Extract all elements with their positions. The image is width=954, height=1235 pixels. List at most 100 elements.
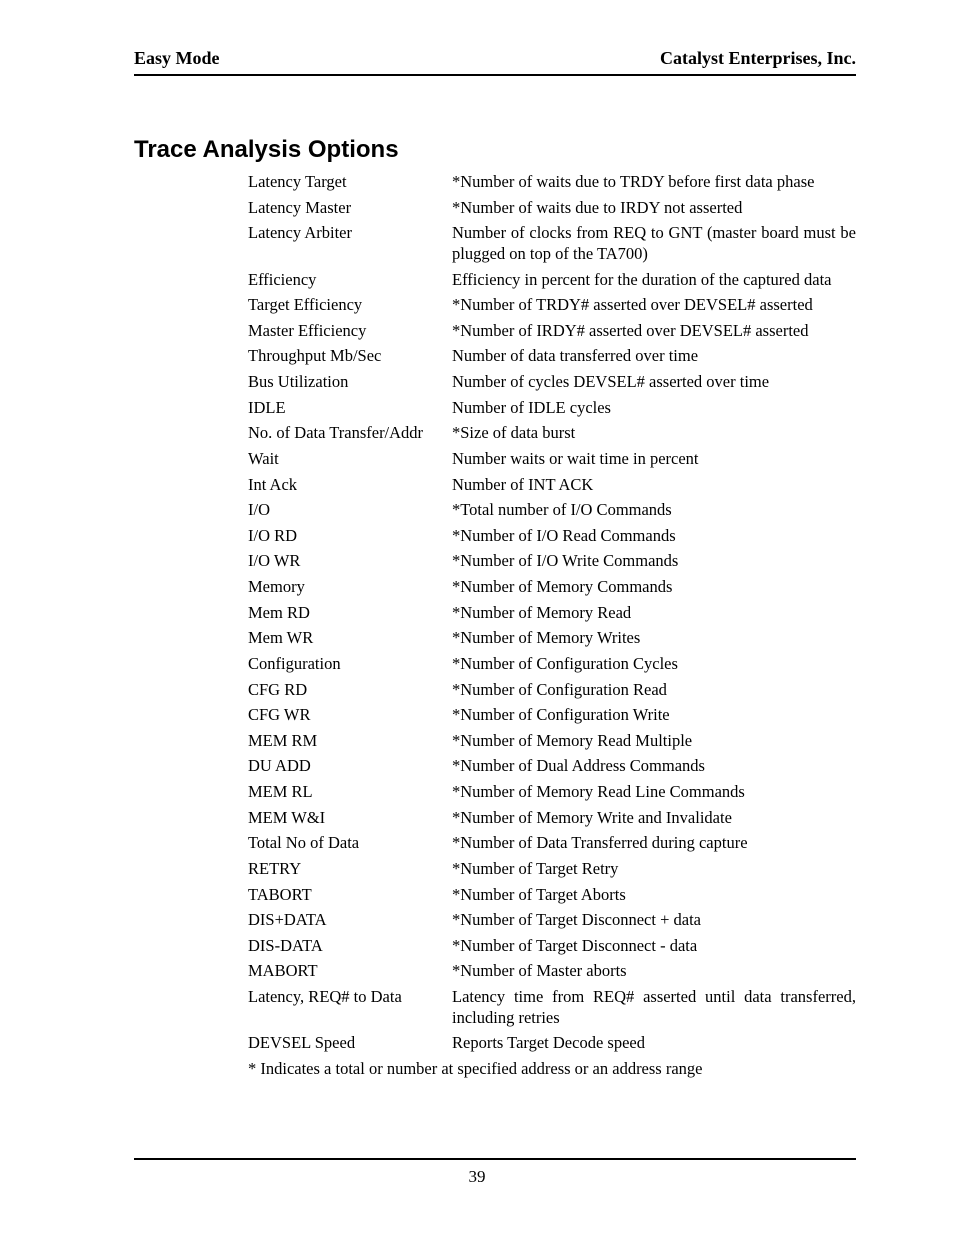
definition-desc: *Number of Dual Address Commands [452,756,856,777]
header-left: Easy Mode [134,48,220,69]
definition-desc: *Number of Target Disconnect + data [452,910,856,931]
definition-row: MEM W&I*Number of Memory Write and Inval… [248,808,856,829]
definition-row: TABORT*Number of Target Aborts [248,885,856,906]
definition-desc: *Number of Master aborts [452,961,856,982]
definition-desc: *Number of waits due to IRDY not asserte… [452,198,856,219]
definition-term: I/O RD [248,526,452,547]
definition-term: No. of Data Transfer/Addr [248,423,452,444]
definition-row: Configuration*Number of Configuration Cy… [248,654,856,675]
definition-term: Mem WR [248,628,452,649]
definition-term: Throughput Mb/Sec [248,346,452,367]
definition-desc: *Number of Target Aborts [452,885,856,906]
definition-term: DIS+DATA [248,910,452,931]
definition-term: I/O [248,500,452,521]
definition-desc: *Number of Target Disconnect - data [452,936,856,957]
definition-row: MEM RM*Number of Memory Read Multiple [248,731,856,752]
definition-term: Latency Arbiter [248,223,452,244]
page-header: Easy Mode Catalyst Enterprises, Inc. [134,48,856,69]
definition-desc: *Number of waits due to TRDY before firs… [452,172,856,193]
definition-desc: Number of data transferred over time [452,346,856,367]
definition-desc: *Number of Configuration Write [452,705,856,726]
definition-term: Mem RD [248,603,452,624]
definition-desc: *Number of Target Retry [452,859,856,880]
definition-term: RETRY [248,859,452,880]
definition-row: IDLENumber of IDLE cycles [248,398,856,419]
definition-row: RETRY*Number of Target Retry [248,859,856,880]
definition-row: No. of Data Transfer/Addr*Size of data b… [248,423,856,444]
definition-desc: *Number of I/O Read Commands [452,526,856,547]
definition-desc: *Size of data burst [452,423,856,444]
page: Easy Mode Catalyst Enterprises, Inc. Tra… [0,0,954,1235]
header-right: Catalyst Enterprises, Inc. [660,48,856,69]
definition-term: Master Efficiency [248,321,452,342]
definition-desc: Number waits or wait time in percent [452,449,856,470]
definition-row: Mem RD*Number of Memory Read [248,603,856,624]
definition-row: MABORT*Number of Master aborts [248,961,856,982]
definition-term: DIS-DATA [248,936,452,957]
definition-term: Efficiency [248,270,452,291]
definition-desc: *Number of I/O Write Commands [452,551,856,572]
definition-desc: *Total number of I/O Commands [452,500,856,521]
definition-row: Target Efficiency*Number of TRDY# assert… [248,295,856,316]
definition-desc: Number of IDLE cycles [452,398,856,419]
definition-term: Latency Master [248,198,452,219]
definition-row: Latency Master*Number of waits due to IR… [248,198,856,219]
definition-term: MABORT [248,961,452,982]
definition-term: Latency, REQ# to Data [248,987,452,1008]
definition-row: MEM RL*Number of Memory Read Line Comman… [248,782,856,803]
definition-row: DIS-DATA*Number of Target Disconnect - d… [248,936,856,957]
definition-term: MEM RL [248,782,452,803]
definition-term: TABORT [248,885,452,906]
definition-desc: Reports Target Decode speed [452,1033,856,1054]
definition-term: Memory [248,577,452,598]
definition-desc: *Number of IRDY# asserted over DEVSEL# a… [452,321,856,342]
definition-desc: *Number of Memory Commands [452,577,856,598]
definition-term: I/O WR [248,551,452,572]
definition-row: WaitNumber waits or wait time in percent [248,449,856,470]
definition-row: Latency ArbiterNumber of clocks from REQ… [248,223,856,264]
definition-term: Latency Target [248,172,452,193]
definition-desc: *Number of Configuration Read [452,680,856,701]
definition-row: I/O WR*Number of I/O Write Commands [248,551,856,572]
definition-term: IDLE [248,398,452,419]
definition-desc: Latency time from REQ# asserted until da… [452,987,856,1028]
definition-row: DIS+DATA*Number of Target Disconnect + d… [248,910,856,931]
definition-desc: Number of clocks from REQ to GNT (master… [452,223,856,264]
footer-rule [134,1158,856,1160]
definition-row: CFG WR*Number of Configuration Write [248,705,856,726]
footnote: * Indicates a total or number at specifi… [248,1059,856,1079]
definition-term: MEM W&I [248,808,452,829]
section-title: Trace Analysis Options [134,136,399,164]
definition-row: Int AckNumber of INT ACK [248,475,856,496]
definition-row: I/O*Total number of I/O Commands [248,500,856,521]
definition-term: Int Ack [248,475,452,496]
definition-term: MEM RM [248,731,452,752]
definition-term: CFG WR [248,705,452,726]
definition-row: Total No of Data*Number of Data Transfer… [248,833,856,854]
definition-desc: *Number of Configuration Cycles [452,654,856,675]
definition-row: DEVSEL SpeedReports Target Decode speed [248,1033,856,1054]
definition-term: Bus Utilization [248,372,452,393]
definition-row: CFG RD*Number of Configuration Read [248,680,856,701]
definition-desc: *Number of Memory Read Multiple [452,731,856,752]
definition-desc: Number of cycles DEVSEL# asserted over t… [452,372,856,393]
definition-term: Configuration [248,654,452,675]
definition-row: Mem WR*Number of Memory Writes [248,628,856,649]
page-number: 39 [0,1167,954,1187]
definition-row: Master Efficiency*Number of IRDY# assert… [248,321,856,342]
definition-row: Latency Target*Number of waits due to TR… [248,172,856,193]
definition-row: Memory*Number of Memory Commands [248,577,856,598]
definition-desc: *Number of Memory Writes [452,628,856,649]
definition-desc: *Number of Memory Read Line Commands [452,782,856,803]
definition-term: Total No of Data [248,833,452,854]
definition-desc: *Number of Data Transferred during captu… [452,833,856,854]
definition-term: DEVSEL Speed [248,1033,452,1054]
definition-term: Target Efficiency [248,295,452,316]
definition-row: Throughput Mb/SecNumber of data transfer… [248,346,856,367]
definition-term: Wait [248,449,452,470]
definition-desc: *Number of Memory Read [452,603,856,624]
definition-term: DU ADD [248,756,452,777]
header-rule [134,74,856,76]
definition-list: Latency Target*Number of waits due to TR… [248,172,856,1079]
definition-desc: *Number of TRDY# asserted over DEVSEL# a… [452,295,856,316]
